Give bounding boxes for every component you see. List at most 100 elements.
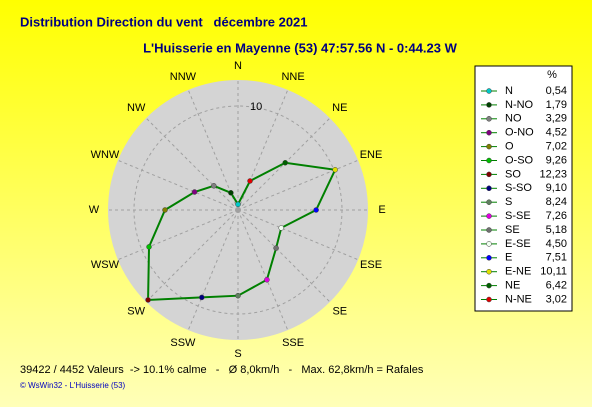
direction-label: ENE: [360, 149, 383, 161]
legend-title: %: [547, 69, 557, 81]
spoke: [187, 89, 239, 211]
point: [145, 297, 151, 303]
point: [313, 207, 319, 213]
direction-label: SE: [332, 306, 347, 318]
legend-label: O-SO: [505, 154, 534, 166]
direction-label: WSW: [91, 259, 120, 271]
direction-label: SSW: [170, 337, 196, 349]
spoke: [237, 209, 331, 303]
legend-label: N-NO: [505, 99, 534, 111]
spoke: [117, 209, 239, 261]
legend-label: E-NE: [505, 266, 531, 278]
direction-label: N: [234, 60, 242, 72]
legend-marker: [486, 102, 492, 108]
chart-title: Distribution Direction du vent décembre …: [20, 14, 308, 29]
point: [228, 190, 234, 196]
legend-marker: [486, 268, 492, 275]
legend-marker: [486, 143, 492, 150]
point: [278, 225, 284, 231]
r-tick-label: 10: [250, 101, 262, 113]
legend-label: S-SE: [505, 210, 531, 222]
legend-value: 7,51: [546, 252, 567, 264]
direction-label: SW: [127, 306, 145, 318]
legend-value: 1,79: [546, 99, 567, 111]
direction-label: W: [89, 204, 100, 216]
legend-value: 5,18: [546, 224, 567, 236]
direction-label: NW: [127, 102, 146, 114]
legend-value: 8,24: [546, 196, 567, 208]
legend-marker: [486, 296, 492, 303]
legend-value: 7,26: [546, 210, 567, 222]
point: [247, 178, 253, 184]
legend-value: 10,11: [540, 266, 567, 278]
legend-label: O-NO: [505, 127, 534, 139]
legend-label: O: [505, 141, 514, 153]
point: [235, 201, 241, 208]
legend-label: N: [505, 85, 513, 97]
legend-value: 9,10: [546, 182, 567, 194]
legend-value: 6,42: [546, 280, 567, 292]
legend-marker: [486, 157, 492, 164]
legend-value: 12,23: [539, 168, 567, 180]
legend-marker: [486, 129, 492, 136]
legend-marker: [486, 171, 492, 178]
spoke: [117, 159, 239, 211]
grid-ring: [133, 105, 343, 315]
point: [264, 277, 270, 283]
direction-label: E: [378, 204, 385, 216]
legend-marker: [486, 213, 492, 219]
legend-label: SO: [505, 168, 521, 180]
legend-marker: [486, 116, 492, 122]
legend-label: S: [505, 196, 512, 208]
legend-label: E: [505, 252, 512, 264]
legend-label: E-SE: [505, 238, 531, 250]
direction-label: WNW: [91, 149, 120, 161]
point: [211, 183, 217, 189]
direction-label: NNW: [170, 71, 197, 83]
point: [191, 189, 198, 195]
credit: © WsWin32 - L'Huisserie (53): [20, 381, 126, 390]
legend-label: NO: [505, 113, 522, 125]
spoke: [237, 209, 289, 331]
spoke: [237, 117, 331, 211]
point: [332, 167, 338, 173]
legend-marker: [486, 282, 492, 289]
legend-marker: [486, 199, 492, 205]
direction-label: NE: [332, 102, 347, 114]
spoke: [237, 159, 359, 211]
legend-value: 3,02: [546, 293, 567, 305]
legend-value: 7,02: [546, 141, 567, 153]
legend-marker: [486, 255, 492, 261]
legend-value: 4,52: [546, 127, 567, 139]
legend-value: 9,26: [546, 154, 567, 166]
chart-subtitle: L'Huisserie en Mayenne (53) 47:57.56 N -…: [143, 40, 458, 55]
legend-marker: [486, 185, 492, 192]
legend-marker: [486, 241, 492, 247]
spoke: [237, 89, 289, 211]
legend-label: N-NE: [505, 293, 532, 305]
point: [146, 244, 152, 250]
spoke: [145, 209, 239, 303]
spoke: [145, 117, 239, 211]
direction-label: S: [234, 348, 241, 360]
legend-label: S-SO: [505, 182, 532, 194]
direction-label: ESE: [360, 259, 382, 271]
legend-label: SE: [505, 224, 520, 236]
legend-marker: [486, 88, 492, 94]
point: [273, 245, 279, 251]
legend-label: NE: [505, 280, 520, 292]
legend-value: 4,50: [546, 238, 567, 250]
point: [282, 160, 288, 166]
direction-label: NNE: [281, 71, 304, 83]
legend-marker: [486, 227, 492, 233]
legend-value: 0,54: [546, 85, 567, 97]
spoke: [187, 209, 239, 331]
direction-label: SSE: [282, 337, 304, 349]
point: [162, 207, 168, 213]
footer: 39422 / 4452 Valeurs -> 10.1% calme - Ø …: [20, 364, 424, 376]
legend-value: 3,29: [546, 113, 567, 125]
spoke: [237, 209, 359, 261]
point: [235, 292, 241, 299]
point: [199, 294, 205, 301]
